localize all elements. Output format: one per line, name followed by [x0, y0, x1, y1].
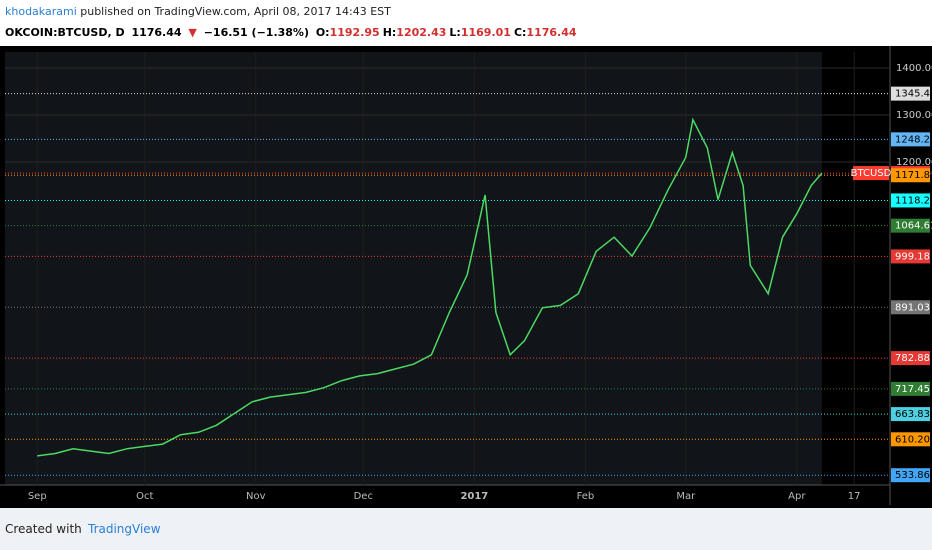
level-label-box [891, 86, 930, 101]
level-label-box [891, 468, 930, 483]
history-area [5, 52, 822, 485]
level-label-box [891, 407, 930, 422]
arrow: ▼ [188, 26, 197, 39]
ohlc-label: O: [315, 26, 330, 39]
publish-line: khodakarami published on TradingView.com… [5, 5, 391, 18]
level-label: 610.20 [895, 434, 930, 445]
level-label: 1248.20 [895, 134, 932, 145]
level-label: 782.88 [895, 353, 930, 364]
published: published on TradingView.com, April 08, … [80, 5, 391, 18]
level-label-box [891, 168, 930, 183]
level-label-box [891, 432, 930, 447]
level-label: 717.45 [895, 384, 930, 395]
level-label-box [891, 300, 930, 315]
y-tick-label: 1200.00 [896, 157, 932, 168]
level-label: 891.03 [895, 302, 930, 313]
level-label-box [891, 218, 930, 233]
ohlc-label: L: [449, 26, 461, 39]
level-label: 999.18 [895, 251, 930, 262]
level-label: 663.83 [895, 409, 930, 420]
price-tag: BTCUSD [851, 168, 892, 179]
level-label: 1118.24 [895, 195, 932, 206]
header: khodakarami published on TradingView.com… [0, 0, 932, 46]
level-label: 1064.61 [895, 221, 932, 232]
footer: Created with TradingView [0, 508, 932, 550]
level-label: 533.86 [895, 470, 930, 481]
x-tick-label: Feb [577, 491, 595, 502]
y-tick-label: 1400.00 [896, 63, 932, 74]
price-line [37, 117, 823, 457]
y-tick-label: 1300.00 [896, 110, 932, 121]
price-tag-box [853, 166, 889, 181]
x-tick-label: 2017 [460, 491, 488, 502]
ohlc-label: C: [513, 26, 527, 39]
x-tick-label: Apr [788, 491, 806, 502]
level-label-box [891, 381, 930, 396]
x-tick-label: 17 [848, 491, 861, 502]
level-label: 1345.44 [895, 89, 932, 100]
ohlc-value: 1169.01 [460, 26, 511, 39]
level-label-box [891, 249, 930, 264]
level-label-box [891, 132, 930, 147]
x-tick-label: Nov [246, 491, 266, 502]
x-tick-label: Mar [676, 491, 696, 502]
ohlc-value: 1176.44 [526, 26, 577, 39]
ohlc-label: H: [382, 26, 397, 39]
ohlc-value: 1202.43 [396, 26, 447, 39]
change: −16.51 (−1.38%) [203, 26, 309, 39]
level-label-box [891, 351, 930, 366]
x-tick-label: Dec [354, 491, 373, 502]
symbol-line: OKCOIN:BTCUSD, D 1176.44 ▼ −16.51 (−1.38… [5, 26, 583, 39]
level-label: 1171.86 [895, 170, 932, 181]
user[interactable]: khodakarami [5, 5, 77, 18]
symbol: OKCOIN:BTCUSD, D [5, 26, 125, 39]
last: 1176.44 [131, 26, 182, 39]
ohlc: O:1192.95 H:1202.43 L:1169.01 C:1176.44 [316, 26, 580, 39]
created-with: Created with [5, 522, 82, 536]
chart: 1400.00 1300.00 1200.00 Sep Oct Nov Dec 2017 Feb… [0, 46, 932, 508]
x-tick-label: Sep [28, 491, 47, 502]
x-tick-label: Oct [136, 491, 153, 502]
ohlc-value: 1192.95 [329, 26, 380, 39]
level-label-box [891, 193, 930, 208]
brand[interactable]: TradingView [88, 522, 161, 536]
